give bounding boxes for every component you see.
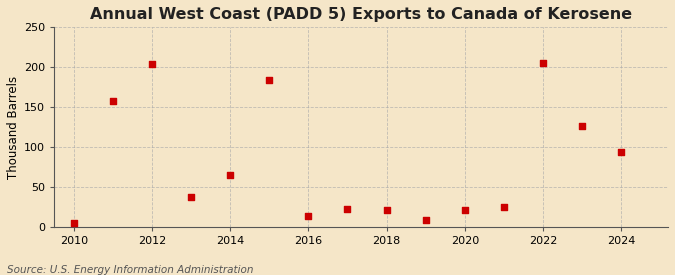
Point (303, 214, 314, 218)
Point (381, 208, 392, 213)
Point (498, 205, 509, 209)
Point (225, 173, 236, 177)
Text: Source: U.S. Energy Information Administration: Source: U.S. Energy Information Administ… (7, 265, 253, 275)
Point (186, 195, 196, 200)
Point (342, 207, 353, 211)
Point (537, 61, 548, 65)
Point (576, 123, 587, 128)
Title: Annual West Coast (PADD 5) Exports to Canada of Kerosene: Annual West Coast (PADD 5) Exports to Ca… (90, 7, 632, 22)
Point (146, 62, 157, 66)
Point (264, 78, 275, 82)
Point (460, 208, 470, 213)
Point (107, 98, 118, 103)
Point (616, 150, 626, 154)
Y-axis label: Thousand Barrels: Thousand Barrels (7, 76, 20, 179)
Point (421, 218, 431, 222)
Point (68, 221, 79, 225)
